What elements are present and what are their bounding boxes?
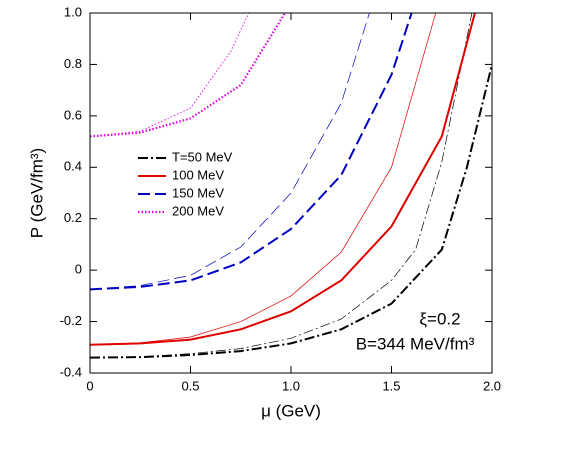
annotation: B=344 MeV/fm³ <box>356 334 475 353</box>
y-tick-label: 0 <box>75 262 82 277</box>
y-tick-label: 0.4 <box>64 159 82 174</box>
y-tick-label: 0.6 <box>64 107 82 122</box>
x-tick-label: 1.0 <box>282 378 300 393</box>
y-tick-label: -0.2 <box>60 313 82 328</box>
curve <box>90 13 437 346</box>
x-tick-label: 0 <box>86 378 93 393</box>
y-tick-label: 0.8 <box>64 56 82 71</box>
plot-area <box>90 13 492 359</box>
curve <box>90 13 473 358</box>
y-tick-label: 0.2 <box>64 210 82 225</box>
x-tick-label: 1.5 <box>382 378 400 393</box>
curve <box>90 13 413 291</box>
y-tick-label: 1.0 <box>64 4 82 19</box>
x-tick-label: 0.5 <box>181 378 199 393</box>
legend-label: T=50 MeV <box>172 149 233 164</box>
annotation: ξ=0.2 <box>419 309 460 328</box>
y-tick-label: -0.4 <box>60 364 82 379</box>
curve <box>90 13 370 290</box>
curve <box>90 13 286 138</box>
y-axis-label: P (GeV/fm³) <box>27 148 46 238</box>
legend-label: 100 MeV <box>172 167 224 182</box>
x-axis-label: μ (GeV) <box>261 401 321 420</box>
legend-label: 200 MeV <box>172 203 224 218</box>
curve <box>90 13 476 346</box>
legend-label: 150 MeV <box>172 185 224 200</box>
curve <box>90 13 250 137</box>
curve <box>90 64 492 359</box>
x-tick-label: 2.0 <box>483 378 501 393</box>
